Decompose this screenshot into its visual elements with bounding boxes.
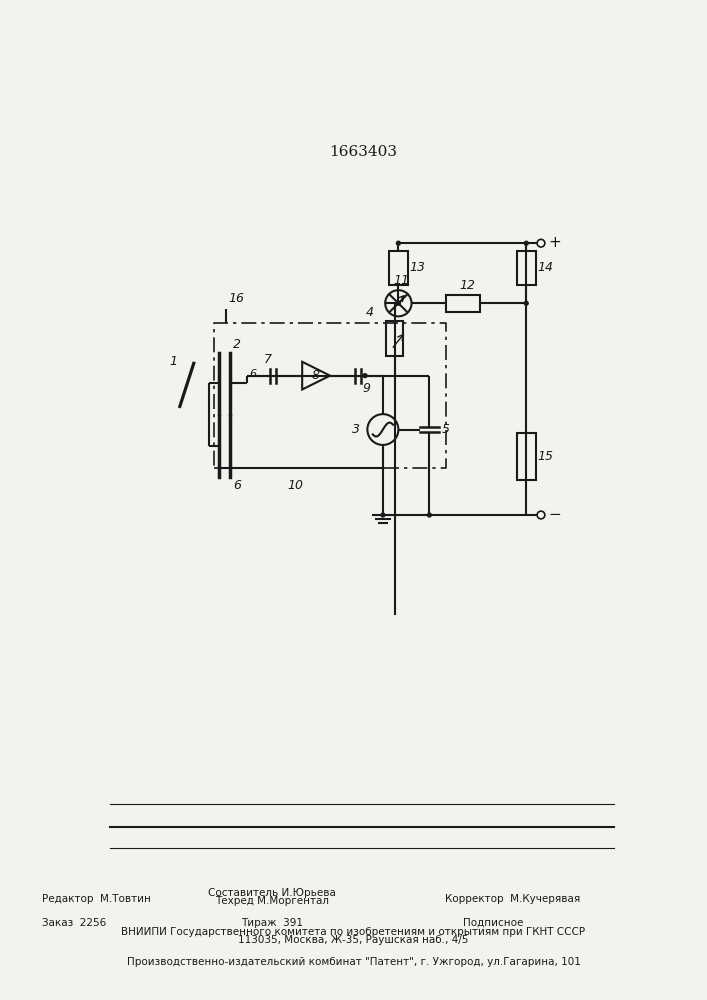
Text: Техред М.Моргентал: Техред М.Моргентал bbox=[215, 896, 329, 906]
Text: 11: 11 bbox=[394, 274, 410, 287]
Bar bbox=[445, 295, 480, 312]
Circle shape bbox=[397, 301, 400, 305]
Circle shape bbox=[397, 241, 400, 245]
Text: Заказ  2256: Заказ 2256 bbox=[42, 918, 107, 928]
Text: 14: 14 bbox=[537, 261, 553, 274]
Text: 10: 10 bbox=[287, 479, 303, 492]
Circle shape bbox=[525, 241, 528, 245]
Text: 2: 2 bbox=[233, 338, 241, 351]
Circle shape bbox=[428, 513, 431, 517]
Text: 6: 6 bbox=[249, 369, 257, 379]
Circle shape bbox=[381, 513, 385, 517]
Bar bbox=[517, 251, 535, 285]
Text: 1663403: 1663403 bbox=[329, 145, 397, 159]
Text: 9: 9 bbox=[363, 382, 370, 395]
Text: Редактор  М.Товтин: Редактор М.Товтин bbox=[42, 894, 151, 904]
Circle shape bbox=[525, 301, 528, 305]
Text: 7: 7 bbox=[264, 353, 272, 366]
Text: Производственно-издательский комбинат "Патент", г. Ужгород, ул.Гагарина, 101: Производственно-издательский комбинат "П… bbox=[127, 957, 580, 967]
Bar bbox=[389, 251, 408, 285]
Text: Составитель И.Юрьева: Составитель И.Юрьева bbox=[209, 888, 336, 898]
Text: 12: 12 bbox=[460, 279, 476, 292]
Text: 16: 16 bbox=[228, 292, 245, 305]
Bar bbox=[517, 433, 535, 480]
Text: 3: 3 bbox=[351, 423, 360, 436]
Text: 15: 15 bbox=[537, 450, 553, 463]
Text: 13: 13 bbox=[409, 261, 425, 274]
Text: 8: 8 bbox=[312, 369, 320, 382]
Text: −: − bbox=[548, 507, 561, 522]
Text: 5: 5 bbox=[442, 423, 450, 436]
Text: Корректор  М.Кучерявая: Корректор М.Кучерявая bbox=[445, 894, 580, 904]
Text: +: + bbox=[548, 235, 561, 250]
Circle shape bbox=[363, 374, 367, 378]
Bar bbox=[386, 321, 403, 356]
Text: 4: 4 bbox=[366, 306, 373, 319]
Text: 113035, Москва, Ж-35, Раушская наб., 4/5: 113035, Москва, Ж-35, Раушская наб., 4/5 bbox=[238, 935, 469, 945]
Text: Тираж  391: Тираж 391 bbox=[241, 918, 303, 928]
Text: 1: 1 bbox=[170, 355, 177, 368]
Text: ВНИИПИ Государственного комитета по изобретениям и открытиям при ГКНТ СССР: ВНИИПИ Государственного комитета по изоб… bbox=[122, 927, 585, 937]
Text: 6: 6 bbox=[233, 479, 241, 492]
Text: Подписное: Подписное bbox=[463, 918, 523, 928]
